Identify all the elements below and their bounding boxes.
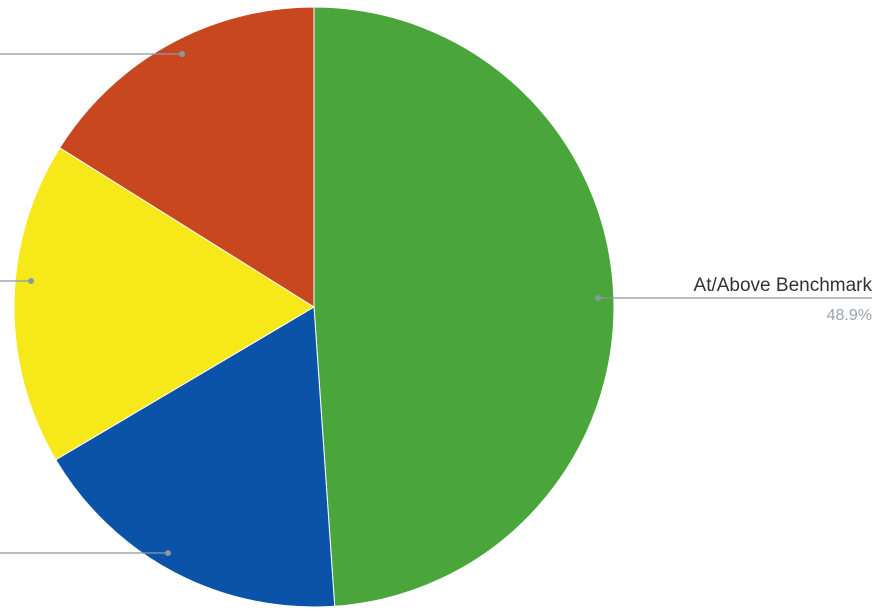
leader-dot-2 <box>165 550 171 556</box>
pie-slice-4 <box>59 6 315 308</box>
pie-slice-3 <box>13 147 315 461</box>
slice-label-1: At/Above Benchmark <box>694 275 873 296</box>
pie-slice-2 <box>55 306 336 608</box>
slice-value-1: 48.9% <box>827 307 872 324</box>
leader-dot-4 <box>179 51 185 57</box>
labels-layer: At/Above Benchmark 48.9% <box>694 275 873 324</box>
pie-slice-1 <box>313 6 615 607</box>
leaders-layer <box>0 51 872 556</box>
leader-dot-3 <box>28 278 34 284</box>
slices-layer <box>13 6 615 608</box>
leader-dot-1 <box>595 295 601 301</box>
